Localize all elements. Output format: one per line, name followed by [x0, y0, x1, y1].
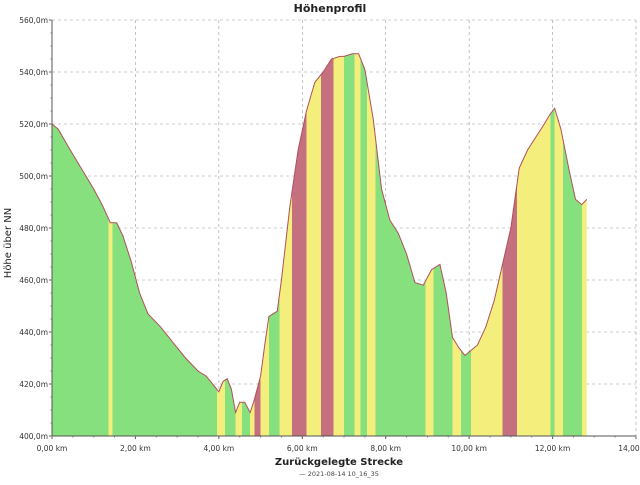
x-axis-label: Zurückgelegte Strecke	[275, 457, 403, 468]
y-tick-label: 400,0m	[19, 432, 48, 441]
x-tick-label: 6,00 km	[287, 444, 318, 453]
y-tick-label: 500,0m	[19, 172, 48, 181]
y-tick-label: 560,0m	[19, 16, 48, 25]
x-tick-label: 2,00 km	[120, 444, 151, 453]
x-tick-label: 10,00 km	[451, 444, 487, 453]
y-tick-label: 520,0m	[19, 120, 48, 129]
y-axis-label: Höhe über NN	[3, 208, 14, 278]
chart-title: Höhenprofil	[294, 2, 367, 15]
tick-layer: 0,00 km 2,00 km 4,00 km 6,00 km 8,00 km 10,00…	[19, 16, 640, 453]
x-tick-label: 0,00 km	[37, 444, 68, 453]
y-tick-label: 460,0m	[19, 276, 48, 285]
x-tick-label: 12,00 km	[535, 444, 571, 453]
y-tick-label: 540,0m	[19, 68, 48, 77]
y-tick-label: 480,0m	[19, 224, 48, 233]
profile-line	[51, 53, 588, 415]
x-tick-label: 8,00 km	[370, 444, 401, 453]
x-tick-label: 14,00 km	[618, 444, 640, 453]
x-tick-label: 4,00 km	[203, 444, 234, 453]
y-tick-label: 440,0m	[19, 328, 48, 337]
y-tick-label: 420,0m	[19, 380, 48, 389]
legend-entry: — 2021-08-14 10_16_35	[299, 470, 379, 478]
